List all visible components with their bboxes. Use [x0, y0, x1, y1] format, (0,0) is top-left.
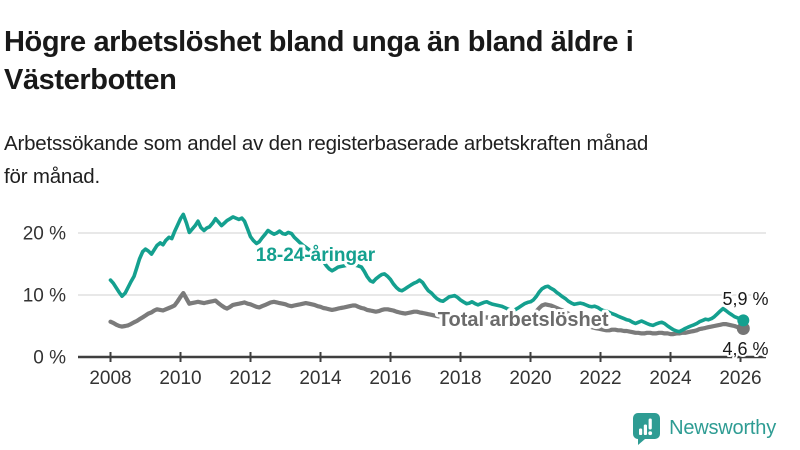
x-tick-label: 2008 — [89, 368, 131, 389]
x-tick-label: 2024 — [649, 368, 692, 389]
series-line-0 — [108, 291, 746, 337]
x-tick-label: 2010 — [159, 368, 201, 389]
series-label-total: Total arbetslöshet — [438, 309, 609, 331]
series-label-youth: 18-24-åringar — [256, 245, 376, 266]
chart-subtitle-line-2: för månad. — [4, 164, 100, 188]
x-tick-label: 2020 — [509, 368, 551, 389]
chart-subtitle-line-1: Arbetssökande som andel av den registerb… — [4, 131, 649, 155]
end-value-youth: 5,9 % — [722, 289, 768, 309]
bar-chart-speech-bubble-icon — [633, 412, 661, 445]
x-tick-label: 2018 — [439, 368, 481, 389]
y-tick-label: 10 % — [23, 286, 66, 307]
y-tick-label: 0 % — [33, 348, 66, 369]
x-tick-label: 2014 — [299, 368, 342, 389]
chart-subtitle: Arbetssökande som andel av den registerb… — [4, 127, 794, 193]
chart-title-line-2: Västerbotten — [4, 64, 177, 97]
chart-title: Högre arbetslöshet bland unga än bland ä… — [4, 23, 784, 99]
x-tick-label: 2012 — [229, 368, 271, 389]
x-tick-label: 2026 — [719, 368, 761, 389]
series-end-dot-1 — [737, 314, 750, 327]
newsworthy-wordmark: Newsworthy — [669, 416, 776, 439]
end-value-total: 4,6 % — [722, 339, 768, 359]
series-line-1 — [108, 212, 746, 334]
newsworthy-logo: Newsworthy — [631, 411, 776, 445]
x-tick-label: 2022 — [579, 368, 621, 389]
y-tick-label: 20 % — [23, 224, 66, 245]
chart-title-line-1: Högre arbetslöshet bland unga än bland ä… — [4, 26, 634, 59]
x-tick-label: 2016 — [369, 368, 411, 389]
